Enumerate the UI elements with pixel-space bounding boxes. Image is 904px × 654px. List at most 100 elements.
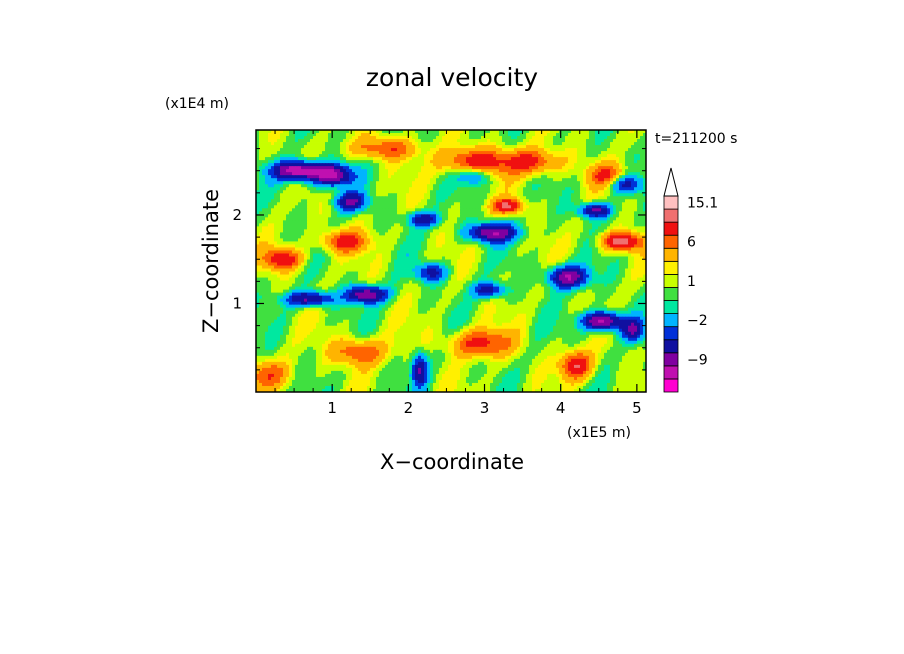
- heatmap-cell: [310, 193, 314, 197]
- heatmap-cell: [364, 175, 368, 179]
- heatmap-cell: [538, 190, 542, 194]
- heatmap-cell: [457, 211, 461, 215]
- heatmap-cell: [283, 217, 287, 221]
- heatmap-cell: [298, 223, 302, 227]
- heatmap-cell: [559, 208, 563, 212]
- heatmap-cell: [625, 154, 629, 158]
- heatmap-cell: [445, 175, 449, 179]
- heatmap-cell: [316, 199, 320, 203]
- heatmap-cell: [505, 187, 509, 191]
- heatmap-cell: [637, 211, 641, 215]
- heatmap-cell: [457, 241, 461, 245]
- heatmap-cell: [451, 199, 455, 203]
- heatmap-cell: [550, 223, 554, 227]
- heatmap-cell: [610, 133, 614, 137]
- heatmap-cell: [460, 223, 464, 227]
- heatmap-cell: [361, 181, 365, 185]
- heatmap-cell: [568, 202, 572, 206]
- heatmap-cell: [310, 220, 314, 224]
- heatmap-cell: [370, 241, 374, 245]
- heatmap-cell: [286, 232, 290, 236]
- heatmap-cell: [511, 163, 515, 167]
- heatmap-cell: [634, 142, 638, 146]
- heatmap-cell: [601, 190, 605, 194]
- heatmap-cell: [265, 241, 269, 245]
- heatmap-cell: [421, 154, 425, 158]
- heatmap-cell: [415, 148, 419, 152]
- heatmap-cell: [586, 163, 590, 167]
- heatmap-cell: [628, 139, 632, 143]
- heatmap-cell: [613, 136, 617, 140]
- heatmap-cell: [544, 220, 548, 224]
- heatmap-cell: [400, 187, 404, 191]
- heatmap-cell: [388, 154, 392, 158]
- heatmap-cell: [457, 157, 461, 161]
- heatmap-cell: [259, 187, 263, 191]
- heatmap-cell: [622, 148, 626, 152]
- heatmap-cell: [379, 142, 383, 146]
- heatmap-cell: [292, 196, 296, 200]
- heatmap-cell: [451, 208, 455, 212]
- heatmap-cell: [619, 178, 623, 182]
- heatmap-cell: [298, 169, 302, 173]
- heatmap-cell: [424, 196, 428, 200]
- heatmap-cell: [256, 160, 260, 164]
- heatmap-cell: [364, 208, 368, 212]
- heatmap-cell: [490, 142, 494, 146]
- heatmap-cell: [412, 154, 416, 158]
- heatmap-cell: [562, 205, 566, 209]
- heatmap-cell: [415, 145, 419, 149]
- heatmap-cell: [433, 199, 437, 203]
- heatmap-cell: [529, 220, 533, 224]
- heatmap-cell: [313, 229, 317, 233]
- heatmap-cell: [517, 172, 521, 176]
- heatmap-cell: [346, 190, 350, 194]
- heatmap-cell: [562, 175, 566, 179]
- heatmap-cell: [283, 154, 287, 158]
- heatmap-cell: [379, 205, 383, 209]
- heatmap-cell: [553, 148, 557, 152]
- heatmap-cell: [361, 130, 365, 134]
- heatmap-cell: [283, 190, 287, 194]
- heatmap-cell: [271, 241, 275, 245]
- heatmap-cell: [319, 193, 323, 197]
- heatmap-cell: [583, 193, 587, 197]
- heatmap-cell: [433, 130, 437, 134]
- heatmap-cell: [598, 208, 602, 212]
- heatmap-cell: [334, 190, 338, 194]
- heatmap-cell: [358, 154, 362, 158]
- heatmap-cell: [436, 175, 440, 179]
- heatmap-cell: [340, 223, 344, 227]
- heatmap-cell: [562, 178, 566, 182]
- heatmap-cell: [400, 172, 404, 176]
- heatmap-cell: [550, 139, 554, 143]
- heatmap-cell: [442, 241, 446, 245]
- heatmap-cell: [352, 148, 356, 152]
- heatmap-cell: [511, 199, 515, 203]
- heatmap-cell: [352, 244, 356, 248]
- heatmap-cell: [598, 184, 602, 188]
- heatmap-cell: [577, 160, 581, 164]
- heatmap-cell: [526, 220, 530, 224]
- heatmap-cell: [523, 154, 527, 158]
- heatmap-cell: [367, 202, 371, 206]
- heatmap-cell: [397, 196, 401, 200]
- heatmap-cell: [373, 208, 377, 212]
- heatmap-cell: [478, 202, 482, 206]
- heatmap-cell: [394, 229, 398, 233]
- heatmap-cell: [388, 196, 392, 200]
- heatmap-cell: [310, 184, 314, 188]
- heatmap-cell: [331, 166, 335, 170]
- heatmap-cell: [379, 145, 383, 149]
- heatmap-cell: [361, 205, 365, 209]
- heatmap-cell: [436, 154, 440, 158]
- heatmap-cell: [277, 172, 281, 176]
- heatmap-cell: [310, 181, 314, 185]
- heatmap-cell: [367, 145, 371, 149]
- heatmap-cell: [559, 232, 563, 236]
- heatmap-cell: [589, 142, 593, 146]
- heatmap-cell: [577, 235, 581, 239]
- heatmap-cell: [409, 145, 413, 149]
- heatmap-cell: [628, 151, 632, 155]
- heatmap-cell: [355, 175, 359, 179]
